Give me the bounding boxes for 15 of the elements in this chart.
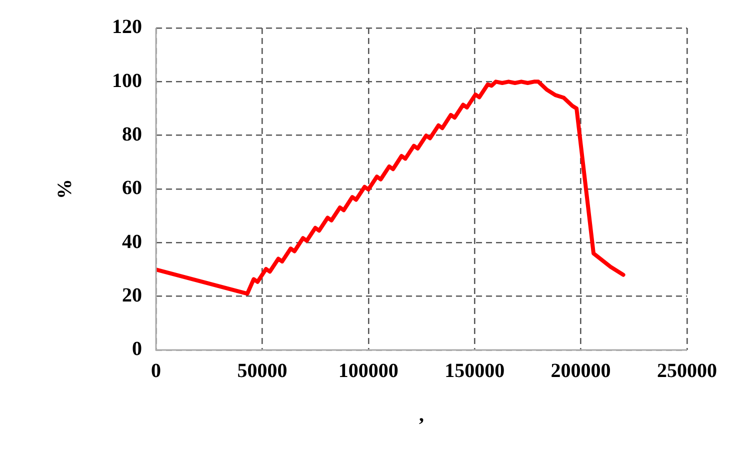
x-tick-label: 250000: [657, 360, 717, 382]
y-tick-label: 100: [112, 70, 142, 92]
x-tick-label: 50000: [237, 360, 288, 382]
y-tick-label: 80: [122, 124, 142, 146]
x-tick-label: 150000: [444, 360, 505, 382]
x-tick-label: 0: [151, 360, 161, 382]
y-tick-label: 20: [122, 284, 142, 307]
x-tick-label: 100000: [338, 360, 398, 382]
y-tick-label: 0: [132, 338, 142, 360]
x-axis-title: ,: [419, 404, 424, 426]
x-tick-label: 200000: [550, 360, 611, 382]
y-tick-label: 40: [122, 230, 142, 253]
y-tick-label: 60: [122, 177, 142, 200]
y-axis-title: %: [54, 179, 76, 199]
y-tick-label: 120: [112, 16, 142, 38]
